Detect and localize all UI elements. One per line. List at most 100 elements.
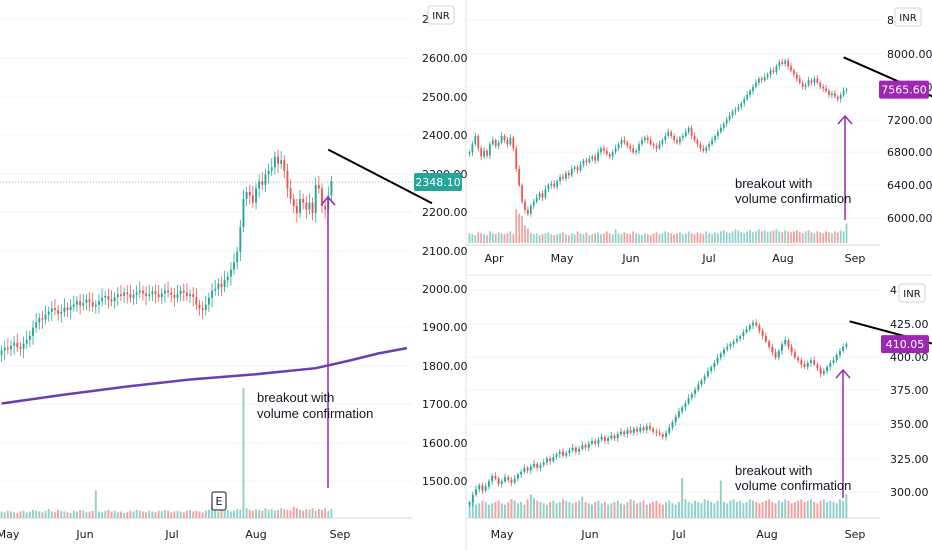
- br-volume-bar: [739, 500, 742, 518]
- br-volume-bar: [771, 502, 774, 518]
- tr-last-price-badge: 7565.60: [879, 80, 929, 99]
- tr-candle-body: [664, 136, 667, 141]
- br-volume-bar: [616, 500, 619, 518]
- br-volume-bar: [574, 502, 577, 518]
- left-x-tick: Sep: [330, 528, 351, 541]
- left-volume-bar: [179, 511, 182, 518]
- tr-volume-bar: [734, 229, 737, 243]
- tr-volume-bar: [486, 235, 488, 243]
- left-candle-body: [330, 181, 333, 196]
- tr-volume-bar: [828, 232, 830, 243]
- br-candle-body: [822, 371, 825, 374]
- left-volume-bar: [264, 508, 267, 518]
- br-y-axis: 300.00 325.00 350.00 375.00 400.00 425.00 4: [890, 284, 929, 499]
- left-candle-body: [189, 294, 192, 296]
- br-volume-bar: [668, 500, 671, 518]
- tr-candle-body: [831, 93, 833, 95]
- tr-volume-bar: [795, 230, 798, 243]
- tr-volume-bar: [638, 234, 640, 243]
- left-candle-body: [198, 304, 201, 309]
- left-volume-bar: [217, 511, 220, 518]
- tr-volume-bar: [544, 233, 547, 243]
- br-volume-bar: [768, 499, 771, 518]
- tr-candle-body: [775, 66, 778, 73]
- br-volume-bar: [539, 502, 542, 518]
- tr-x-tick: Sep: [845, 252, 866, 265]
- br-volume-bar: [764, 500, 767, 518]
- br-candle-body: [475, 489, 478, 495]
- br-volume-bar: [491, 503, 494, 518]
- left-volume-bar: [242, 388, 245, 518]
- left-candle-body: [10, 345, 12, 350]
- br-currency-text: INR: [903, 289, 920, 300]
- left-y-tick: 2100.00: [422, 245, 468, 258]
- br-volume-bar: [620, 503, 622, 518]
- br-candle-body: [562, 451, 564, 456]
- br-candle-body: [520, 471, 523, 475]
- left-candle-body: [317, 184, 320, 189]
- br-volume-bar: [681, 478, 684, 518]
- br-candle-body: [800, 360, 803, 365]
- tr-candle-body: [538, 193, 541, 198]
- br-volume-bar: [629, 499, 632, 518]
- br-volume-bar: [835, 503, 838, 518]
- left-volume-bar: [286, 509, 289, 518]
- br-y-tick: 375.00: [890, 384, 929, 397]
- br-candle-body: [797, 357, 800, 361]
- left-x-axis: May Jun Jul Aug Sep: [0, 528, 350, 541]
- tr-volume-bar: [521, 215, 523, 243]
- tr-volume-bar: [649, 235, 652, 243]
- tr-volume-bar: [772, 230, 775, 243]
- br-candle-body: [658, 432, 661, 435]
- left-volume-bar: [173, 511, 176, 518]
- br-volume-bar: [504, 504, 506, 518]
- left-arrow-head: [320, 195, 336, 206]
- left-candle-body: [229, 269, 232, 277]
- br-volume-bar: [671, 503, 674, 518]
- br-candle-body: [713, 362, 716, 368]
- left-volume-bar: [148, 510, 151, 518]
- br-candle-body: [648, 426, 651, 429]
- br-candle-body: [697, 384, 700, 390]
- tr-volume-bar: [717, 233, 719, 243]
- left-candles: [0, 149, 333, 362]
- tr-candle-body: [518, 168, 521, 186]
- left-candle-body: [38, 318, 41, 323]
- br-candle-body: [507, 477, 510, 480]
- tr-candle-body: [605, 150, 608, 155]
- br-last-price-badge: 410.05: [881, 335, 929, 354]
- tr-candle-body: [509, 137, 512, 145]
- br-currency-label: INR: [898, 283, 926, 303]
- tr-candle-body: [483, 150, 485, 157]
- tr-volume-bar: [550, 234, 553, 243]
- tr-candle-body: [515, 148, 518, 169]
- left-volume-bar: [154, 512, 157, 518]
- tr-volume-bar: [515, 209, 518, 243]
- left-candle-body: [163, 290, 166, 294]
- left-volume-bar: [311, 508, 314, 518]
- left-volume-bar: [98, 511, 100, 518]
- tr-volume-bar: [778, 231, 781, 243]
- br-volume-bar: [784, 499, 787, 518]
- tr-volume-bar: [763, 230, 766, 243]
- tr-candle-body: [725, 119, 728, 124]
- left-candle-body: [308, 202, 311, 210]
- left-volume-bar: [239, 509, 242, 518]
- tr-candle-body: [600, 148, 602, 153]
- left-volume-bar: [141, 511, 144, 518]
- left-volume-bar: [19, 511, 22, 518]
- tr-candle-body: [737, 107, 740, 110]
- br-x-tick: Sep: [845, 528, 866, 541]
- left-volume-bar: [157, 510, 160, 518]
- event-marker-label: E: [216, 495, 223, 508]
- left-volume-bar: [317, 509, 320, 518]
- br-candle-body: [687, 397, 690, 404]
- tr-candle-body: [585, 160, 588, 163]
- br-candle-body: [523, 467, 526, 472]
- left-candle-body: [60, 311, 63, 314]
- tr-candle-body: [749, 90, 751, 95]
- event-marker[interactable]: E: [211, 491, 227, 511]
- left-candle-body: [148, 294, 151, 296]
- tr-volume-bar: [807, 230, 810, 243]
- br-volume-bar: [803, 502, 806, 518]
